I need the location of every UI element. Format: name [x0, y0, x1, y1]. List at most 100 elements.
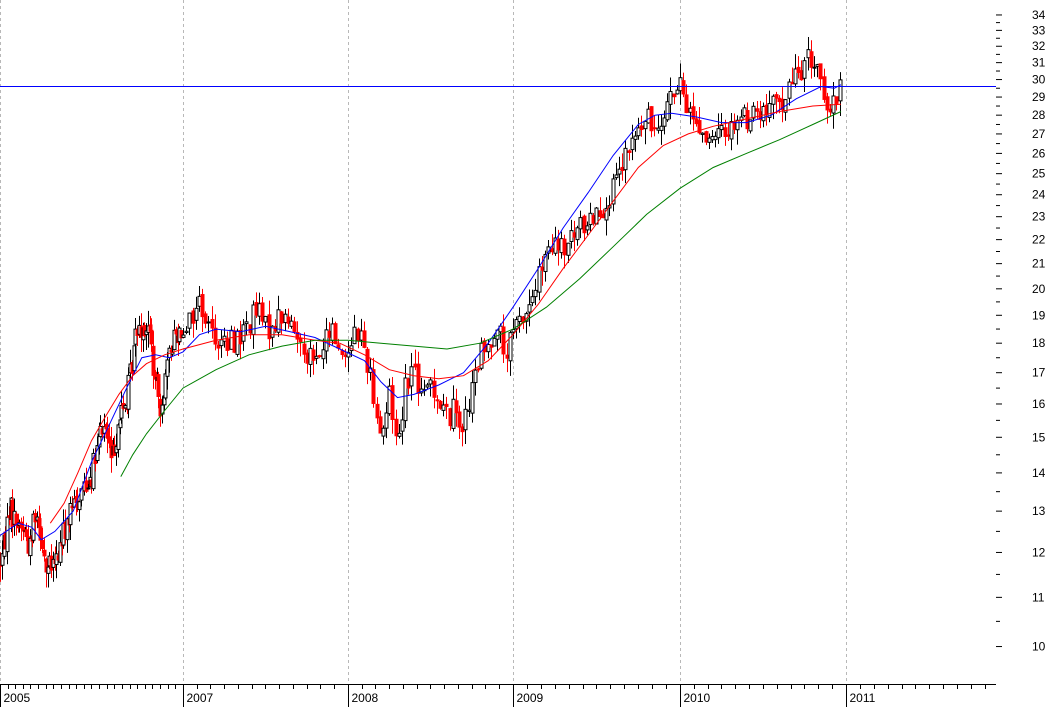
- x-tick-label: 2008: [352, 691, 379, 705]
- ma-fast-line: [0, 84, 842, 541]
- candle-294: [787, 78, 792, 106]
- candle-254: [659, 114, 664, 145]
- candle-229: [578, 210, 583, 239]
- candle-189: [451, 385, 456, 432]
- candlestick-series: [0, 36, 843, 588]
- candle-267: [700, 132, 705, 143]
- candle-166: [378, 410, 383, 434]
- y-tick-label: 14: [1032, 466, 1046, 480]
- candle-289: [771, 94, 776, 120]
- candle-278: [735, 115, 740, 145]
- candle-68: [118, 416, 123, 435]
- y-tick-label: 25: [1032, 167, 1046, 181]
- candle-118: [225, 331, 230, 357]
- y-tick-label: 31: [1032, 56, 1046, 70]
- candle-235: [598, 197, 603, 220]
- candle-168: [384, 402, 389, 439]
- candle-172: [397, 423, 402, 439]
- y-tick-label: 23: [1032, 210, 1046, 224]
- ma-mid-line: [49, 103, 842, 524]
- candle-164: [371, 357, 376, 408]
- candle-239: [611, 173, 616, 212]
- candle-115: [216, 340, 221, 360]
- candle-309: [834, 96, 839, 111]
- candle-191: [457, 405, 462, 440]
- candle-262: [684, 84, 689, 114]
- candle-173: [400, 406, 405, 445]
- x-tick-label: 2005: [4, 691, 31, 705]
- candle-304: [818, 63, 823, 91]
- candle-241: [617, 156, 622, 187]
- candle-301: [809, 40, 814, 79]
- y-tick-label: 13: [1032, 504, 1046, 518]
- candle-288: [767, 90, 772, 123]
- y-tick-label: 33: [1032, 23, 1046, 37]
- candle-224: [562, 234, 567, 269]
- candle-261: [681, 72, 686, 98]
- moving-averages: [0, 84, 842, 541]
- y-tick-label: 34: [1032, 8, 1046, 22]
- candle-215: [533, 278, 538, 306]
- candle-110: [200, 288, 205, 333]
- y-tick-label: 16: [1032, 397, 1046, 411]
- y-tick-label: 20: [1032, 282, 1046, 296]
- candle-209: [514, 316, 519, 339]
- candle-195: [470, 370, 475, 423]
- candle-245: [630, 124, 635, 161]
- y-tick-label: 17: [1032, 366, 1046, 380]
- candle-108: [194, 296, 199, 330]
- candle-243: [623, 140, 628, 184]
- candle-112: [206, 316, 211, 334]
- candle-165: [375, 397, 380, 424]
- candle-225: [566, 242, 571, 263]
- candle-210: [517, 307, 522, 333]
- candle-257: [668, 77, 673, 120]
- x-tick-label: 2009: [517, 691, 544, 705]
- candle-230: [582, 214, 587, 242]
- y-tick-label: 30: [1032, 73, 1046, 87]
- candle-276: [729, 112, 734, 151]
- y-tick-label: 19: [1032, 308, 1046, 322]
- candle-142: [302, 332, 307, 363]
- candle-197: [476, 367, 481, 373]
- candle-296: [793, 54, 798, 88]
- y-tick-label: 28: [1032, 108, 1046, 122]
- candle-76: [132, 345, 137, 374]
- candle-129: [260, 296, 265, 326]
- candle-167: [381, 425, 386, 445]
- candle-187: [444, 396, 449, 419]
- y-tick-label: 18: [1032, 336, 1046, 350]
- candle-190: [454, 388, 459, 427]
- candle-305: [822, 68, 827, 103]
- candle-139: [292, 316, 297, 335]
- candle-196: [473, 359, 478, 396]
- candle-258: [672, 93, 677, 105]
- candle-137: [286, 308, 291, 329]
- candle-248: [639, 115, 644, 137]
- candle-182: [428, 377, 433, 397]
- candle-256: [665, 93, 670, 122]
- candle-193: [463, 396, 468, 444]
- y-tick-label: 12: [1032, 545, 1046, 559]
- candle-106: [187, 312, 192, 336]
- candle-161: [362, 321, 367, 349]
- candle-146: [314, 342, 319, 365]
- candle-178: [416, 351, 421, 407]
- y-tick-label: 21: [1032, 257, 1046, 271]
- y-tick-label: 29: [1032, 90, 1046, 104]
- candle-306: [825, 92, 830, 124]
- candle-284: [755, 101, 760, 119]
- candle-162: [365, 346, 370, 385]
- candle-249: [643, 120, 648, 145]
- candle-282: [748, 119, 753, 134]
- candle-297: [796, 56, 801, 79]
- candle-272: [716, 113, 721, 144]
- candle-183: [432, 368, 437, 409]
- candle-186: [441, 393, 446, 417]
- candle-123: [241, 319, 246, 351]
- candle-264: [691, 92, 696, 131]
- candle-213: [527, 289, 532, 327]
- candle-310: [838, 72, 843, 116]
- candle-237: [604, 197, 609, 236]
- candle-170: [390, 376, 395, 434]
